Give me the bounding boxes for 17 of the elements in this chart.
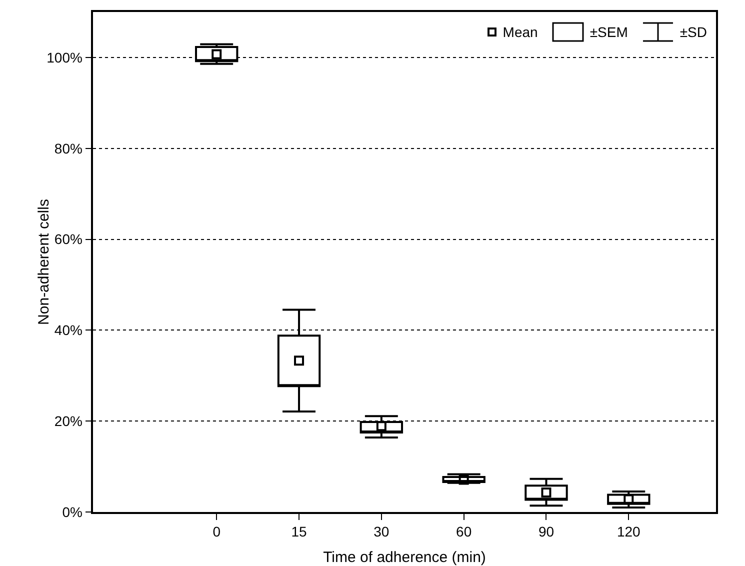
annotation: Mean <box>502 24 538 40</box>
x-tick-label: 30 <box>374 524 390 540</box>
x-axis-title: Time of adherence (min) <box>323 549 486 566</box>
y-tick-label: 60% <box>54 231 82 248</box>
y-tick-label: 40% <box>54 322 82 338</box>
x-tick-label: 90 <box>538 524 554 540</box>
text: ±SD <box>680 24 707 40</box>
y-tick-label: 100% <box>46 49 82 66</box>
y-tick-label: 20% <box>54 412 82 429</box>
x-tick-label: 120 <box>616 524 641 540</box>
x-tick-label: 0 <box>212 524 221 540</box>
y-tick-label: 80% <box>54 140 82 156</box>
x-tick-label: 15 <box>291 524 308 540</box>
y-tick-label: 0% <box>62 504 82 520</box>
annotation: ±SEM <box>590 24 628 40</box>
y-axis-title: Non-adherent cells <box>35 199 52 325</box>
x-tick-label: 60 <box>456 524 472 540</box>
